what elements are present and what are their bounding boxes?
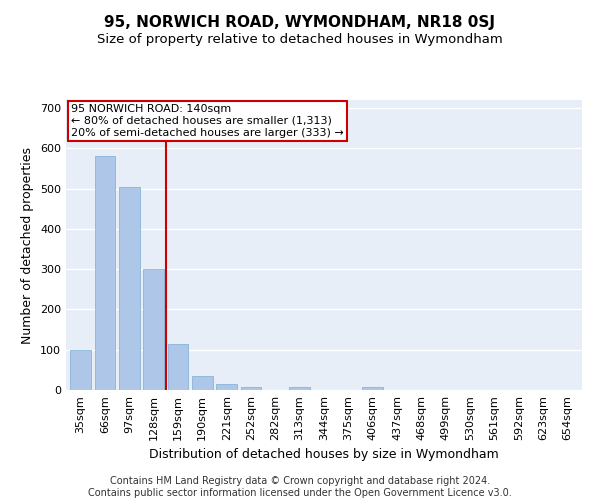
Bar	[167, 344, 188, 390]
Text: 95, NORWICH ROAD, WYMONDHAM, NR18 0SJ: 95, NORWICH ROAD, WYMONDHAM, NR18 0SJ	[104, 15, 496, 30]
Bar	[70, 350, 91, 390]
Text: 95 NORWICH ROAD: 140sqm
← 80% of detached houses are smaller (1,313)
20% of semi: 95 NORWICH ROAD: 140sqm ← 80% of detache…	[71, 104, 344, 138]
Bar	[362, 387, 383, 390]
Y-axis label: Number of detached properties: Number of detached properties	[22, 146, 34, 344]
Text: Size of property relative to detached houses in Wymondham: Size of property relative to detached ho…	[97, 32, 503, 46]
Bar	[216, 384, 237, 390]
Bar	[143, 269, 164, 390]
Text: Contains HM Land Registry data © Crown copyright and database right 2024.
Contai: Contains HM Land Registry data © Crown c…	[88, 476, 512, 498]
Bar	[192, 376, 212, 390]
Bar	[119, 186, 140, 390]
Bar	[289, 387, 310, 390]
Bar	[95, 156, 115, 390]
X-axis label: Distribution of detached houses by size in Wymondham: Distribution of detached houses by size …	[149, 448, 499, 462]
Bar	[241, 387, 262, 390]
